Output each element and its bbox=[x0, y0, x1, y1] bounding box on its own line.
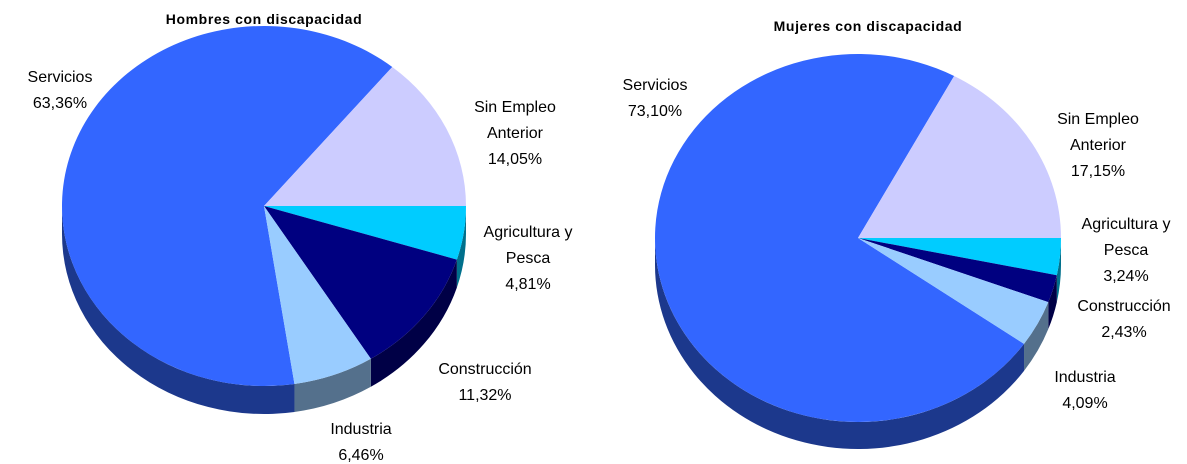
pie-slice bbox=[655, 53, 1025, 422]
pie-side bbox=[1048, 275, 1057, 330]
slice-value-label: 14,05% bbox=[487, 151, 543, 168]
pie-slice bbox=[858, 75, 1061, 238]
pie-side bbox=[1056, 238, 1061, 303]
pie-slice bbox=[264, 206, 457, 359]
slice-label: Servicios bbox=[27, 69, 93, 86]
slice-value-label: 4,09% bbox=[1062, 395, 1108, 412]
slice-value-label: 4,81% bbox=[505, 276, 551, 293]
slice-label: Sin Empleo Anterior bbox=[1057, 111, 1139, 154]
pie-slice bbox=[858, 238, 1049, 344]
slice-label: Construcción bbox=[1077, 298, 1171, 315]
slice-value-label: 63,36% bbox=[32, 95, 88, 112]
chart-title: Hombres con discapacidad bbox=[165, 11, 363, 27]
pie-slice bbox=[264, 66, 466, 206]
slice-value-label: 3,24% bbox=[1103, 268, 1149, 285]
pie-slice bbox=[264, 206, 371, 384]
pie-slice bbox=[264, 206, 466, 260]
slice-label: Agricultura y Pesca bbox=[1081, 216, 1171, 259]
pie-slice bbox=[858, 238, 1057, 303]
slice-label: Industria bbox=[330, 421, 392, 438]
pie-side bbox=[655, 238, 1025, 450]
pie-side bbox=[62, 206, 295, 414]
slice-label: Sin Empleo Anterior bbox=[474, 99, 556, 142]
slice-value-label: 6,46% bbox=[338, 447, 384, 464]
slice-value-label: 17,15% bbox=[1070, 163, 1126, 180]
slice-label: Servicios bbox=[622, 77, 688, 94]
pie-side bbox=[456, 206, 466, 288]
slice-value-label: 73,10% bbox=[627, 103, 683, 120]
pie-side bbox=[294, 358, 371, 412]
slice-value-label: 2,43% bbox=[1101, 324, 1147, 341]
chart-title: Mujeres con discapacidad bbox=[773, 18, 963, 34]
pie-side bbox=[1024, 302, 1049, 371]
slice-label: Industria bbox=[1054, 369, 1116, 386]
slice-label: Construcción bbox=[438, 361, 532, 378]
slice-value-label: 11,32% bbox=[458, 387, 512, 404]
slice-label: Agricultura y Pesca bbox=[483, 224, 573, 267]
pie-side bbox=[370, 259, 457, 387]
pie-slice bbox=[858, 238, 1061, 276]
pie-slice bbox=[61, 25, 393, 386]
